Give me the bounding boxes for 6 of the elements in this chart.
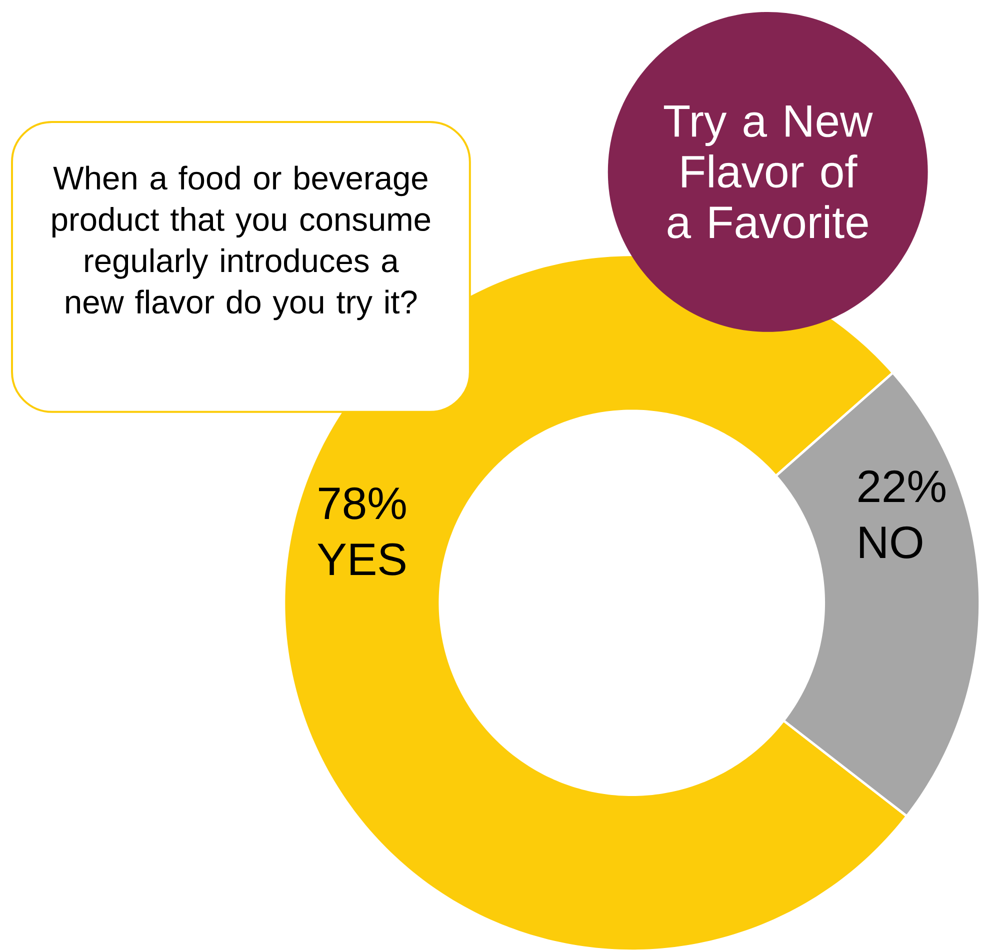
slice-label: YES — [318, 543, 406, 576]
chart-subtitle: When a food or beverage product that you consume regularly introduces a new flavor do you try it? — [52, 166, 430, 320]
data-label: 78% — [319, 487, 406, 520]
data-label: 22% — [858, 470, 946, 502]
chart-title: Try a New Flavor of a Favorite — [664, 105, 873, 238]
slice-label: NO — [860, 526, 922, 558]
